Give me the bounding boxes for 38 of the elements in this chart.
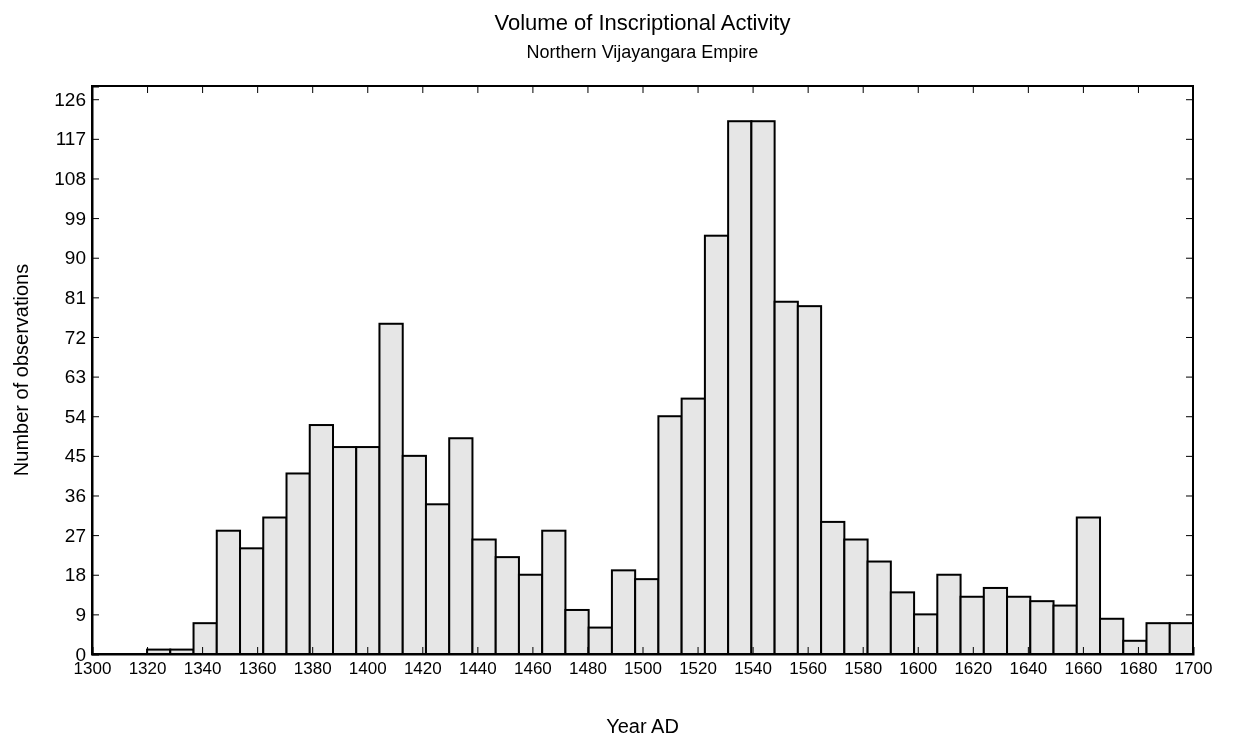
y-axis-title: Number of observations	[10, 263, 32, 477]
y-tick-label: 72	[64, 326, 86, 348]
y-tick-label: 36	[64, 485, 86, 507]
x-tick-label: 1660	[1064, 659, 1103, 679]
x-tick-label: 1440	[458, 659, 497, 679]
y-tick-label: 126	[54, 88, 86, 110]
y-tick-label: 63	[64, 366, 86, 388]
x-tick-label: 1640	[1009, 659, 1048, 679]
y-tick-label: 54	[64, 405, 87, 427]
y-tick-label: 99	[64, 207, 86, 229]
x-tick-label: 1420	[403, 659, 442, 679]
x-tick-label: 1620	[954, 659, 993, 679]
x-tick-label: 1400	[348, 659, 387, 679]
chart-title: Volume of Inscriptional Activity	[494, 10, 791, 35]
x-axis-title: Year AD	[606, 715, 679, 737]
chart-subtitle: Northern Vijayangara Empire	[526, 42, 759, 62]
x-tick-label: 1680	[1119, 659, 1158, 679]
y-tick-label: 81	[64, 286, 86, 308]
x-tick-label: 1700	[1174, 659, 1213, 679]
y-tick-label: 45	[64, 445, 86, 467]
x-tick-label: 1480	[569, 659, 607, 679]
x-tick-label: 1380	[293, 659, 332, 679]
x-tick-label: 1360	[238, 659, 277, 679]
x-tick-label: 1600	[899, 659, 938, 679]
x-tick-label: 1460	[513, 659, 552, 679]
x-tick-label: 1320	[128, 659, 167, 679]
x-tick-label: 1340	[183, 659, 222, 679]
y-tick-label: 117	[55, 128, 86, 150]
x-tick-label: 1500	[624, 659, 662, 679]
x-tick-label: 1520	[679, 659, 717, 679]
y-tick-label: 108	[54, 168, 86, 190]
y-tick-label: 18	[64, 564, 86, 586]
x-tick-label: 1540	[734, 659, 773, 679]
y-tick-label: 27	[64, 524, 86, 546]
x-tick-label: 1560	[789, 659, 828, 679]
x-tick-label: 1580	[844, 659, 883, 679]
y-tick-label: 90	[64, 247, 86, 269]
y-tick-label: 9	[75, 603, 86, 625]
